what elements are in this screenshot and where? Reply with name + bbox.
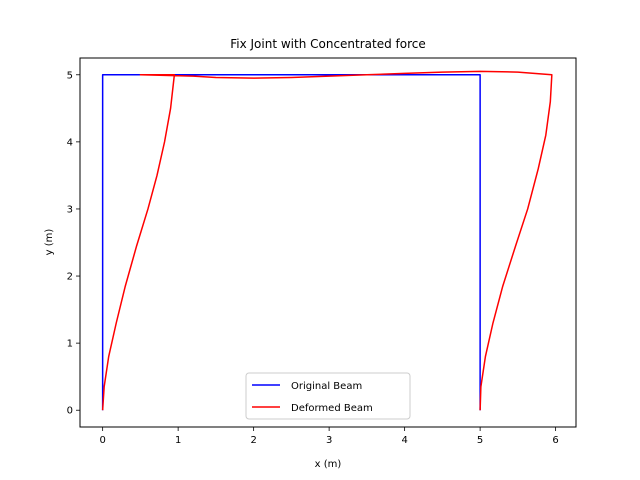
y-axis-label: y (m) bbox=[44, 229, 55, 256]
y-tick-label: 5 bbox=[67, 70, 73, 81]
chart-title: Fix Joint with Concentrated force bbox=[230, 37, 426, 51]
y-ticks: 0 1 2 3 4 5 bbox=[67, 70, 80, 417]
axes-frame bbox=[79, 57, 577, 428]
x-ticks: 0 1 2 3 4 5 6 bbox=[99, 427, 559, 446]
series-line-1 bbox=[101, 70, 553, 411]
x-tick-label: 3 bbox=[326, 435, 332, 446]
x-axis-label: x (m) bbox=[315, 459, 342, 470]
x-tick-label: 4 bbox=[401, 435, 407, 446]
axes bbox=[79, 57, 577, 428]
x-tick-label: 0 bbox=[99, 435, 105, 446]
legend: Original Beam Deformed Beam bbox=[245, 372, 411, 420]
legend-label-original: Original Beam bbox=[291, 381, 362, 392]
y-tick-label: 0 bbox=[67, 406, 73, 417]
x-tick-label: 1 bbox=[175, 435, 181, 446]
y-tick-label: 3 bbox=[67, 204, 73, 215]
x-tick-label: 5 bbox=[477, 435, 483, 446]
series-line-0 bbox=[101, 74, 481, 411]
legend-box bbox=[245, 372, 411, 420]
y-tick-label: 1 bbox=[67, 339, 73, 350]
x-tick-label: 2 bbox=[250, 435, 256, 446]
x-tick-label: 6 bbox=[552, 435, 558, 446]
y-tick-label: 2 bbox=[67, 272, 73, 283]
y-tick-label: 4 bbox=[67, 137, 73, 148]
legend-label-deformed: Deformed Beam bbox=[291, 403, 373, 414]
plot-area bbox=[101, 70, 553, 411]
